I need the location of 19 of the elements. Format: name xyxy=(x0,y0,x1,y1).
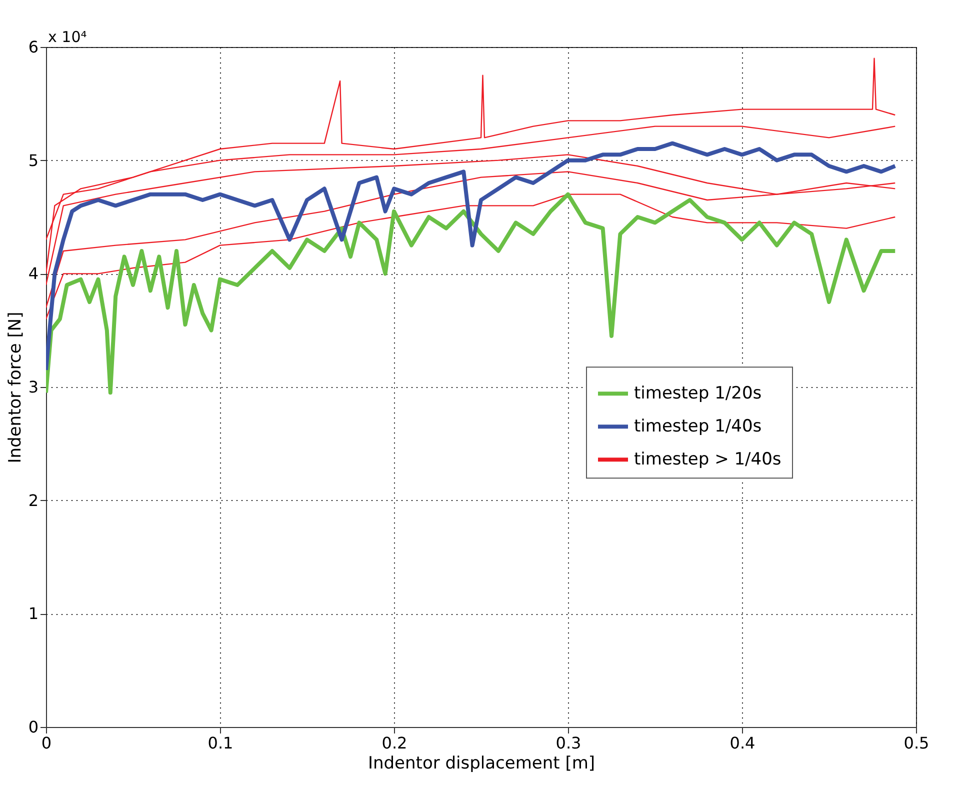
y-tick-label: 3 xyxy=(28,378,38,396)
legend-label: timestep > 1/40s xyxy=(634,450,782,470)
x-tick-label: 0.3 xyxy=(556,734,582,752)
y-tick-label: 1 xyxy=(28,604,38,624)
y-tick-label: 4 xyxy=(28,264,38,284)
x-axis-title: Indentor displacement [m] xyxy=(368,754,596,774)
text: x 10⁴ xyxy=(48,28,87,46)
x-tick-label: 0.2 xyxy=(382,734,408,752)
x-tick-label: 0.4 xyxy=(730,734,756,752)
y-tick-label: 0 xyxy=(28,718,38,736)
y-tick-label: 6 xyxy=(28,38,38,56)
x-tick-label: 0.5 xyxy=(904,734,930,752)
legend-label: timestep 1/40s xyxy=(634,416,762,437)
y-tick-label: 2 xyxy=(28,490,38,510)
y-tick-label: 5 xyxy=(28,150,38,170)
x-tick-label: 0.1 xyxy=(208,734,234,752)
legend-label: timestep 1/20s xyxy=(634,384,762,404)
y-axis-title: Indentor force [N] xyxy=(5,312,26,464)
x-tick-label: 0 xyxy=(41,734,52,752)
